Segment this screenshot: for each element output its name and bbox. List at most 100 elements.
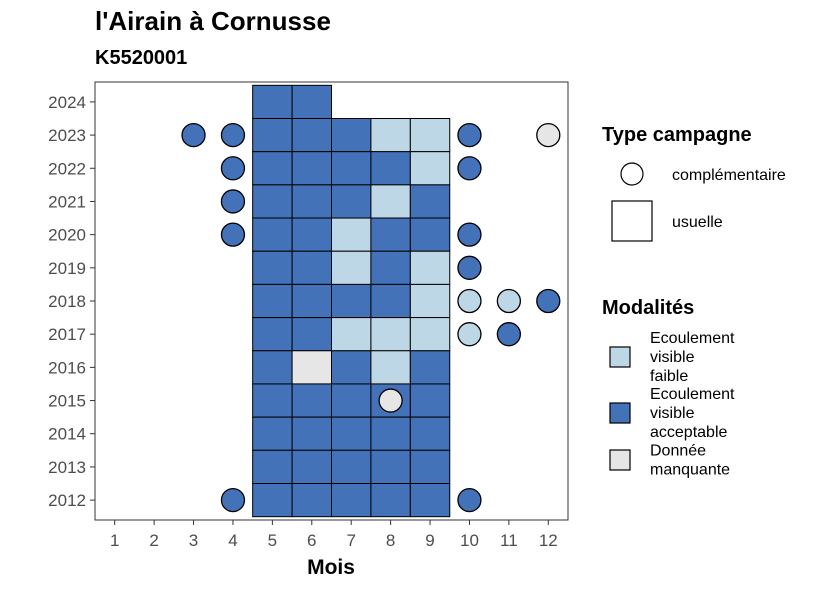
point-complementaire-2020-10 <box>457 222 482 247</box>
legend-modalites: Modalités EcoulementvisiblefaibleEcoulem… <box>602 297 735 479</box>
tile-usuelle-2012-6 <box>291 483 333 518</box>
legend-label-faible-1: visible <box>650 349 695 366</box>
point-complementaire-2022-4 <box>220 156 246 181</box>
legend-type-label-usuelle: usuelle <box>672 214 723 231</box>
legend-type-campagne: Type campagne complémentaire usuelle <box>602 124 786 242</box>
x-tick-label-4: 4 <box>228 531 237 550</box>
x-tick-label-3: 3 <box>189 531 198 550</box>
x-tick-label-6: 6 <box>307 531 316 550</box>
legend-key-faible <box>609 346 631 368</box>
x-tick-label-10: 10 <box>460 531 479 550</box>
y-tick-label-2019: 2019 <box>48 259 86 278</box>
tile-usuelle-2021-9 <box>409 184 451 219</box>
tile-usuelle-2023-6 <box>291 118 333 153</box>
tile-usuelle-2014-6 <box>291 416 333 451</box>
y-tick-label-2018: 2018 <box>48 292 86 311</box>
tile-usuelle-2017-7 <box>331 317 372 352</box>
chart-subtitle: K5520001 <box>95 47 187 69</box>
tile-usuelle-2023-7 <box>331 118 372 153</box>
tile-usuelle-2013-8 <box>370 449 411 484</box>
point-complementaire-2018-12 <box>536 288 561 314</box>
tile-usuelle-2013-7 <box>331 449 372 484</box>
tile-usuelle-2020-9 <box>409 217 451 252</box>
tile-usuelle-2022-7 <box>331 151 372 186</box>
tile-usuelle-2015-6 <box>291 383 333 418</box>
tile-usuelle-2016-8 <box>370 350 411 385</box>
point-complementaire-2023-3 <box>181 122 206 148</box>
point-complementaire-2021-4 <box>220 189 246 214</box>
point-complementaire-2018-11 <box>496 288 522 314</box>
y-tick-label-2022: 2022 <box>48 159 86 178</box>
point-complementaire-2023-4 <box>220 122 246 148</box>
tile-usuelle-2015-5 <box>252 383 293 418</box>
point-complementaire-2012-10 <box>457 487 482 513</box>
y-tick-label-2014: 2014 <box>48 425 86 444</box>
tile-usuelle-2020-6 <box>291 217 333 252</box>
x-tick-label-11: 11 <box>500 531 518 550</box>
tile-usuelle-2018-9 <box>409 283 451 319</box>
tile-usuelle-2013-6 <box>291 449 333 484</box>
point-complementaire-2022-10 <box>457 156 482 181</box>
plot-area <box>181 84 561 518</box>
tile-usuelle-2019-5 <box>252 250 293 285</box>
legend-label-acceptable-1: visible <box>650 405 695 422</box>
x-tick-label-5: 5 <box>268 531 277 550</box>
tile-usuelle-2015-7 <box>331 383 372 418</box>
tile-usuelle-2021-5 <box>252 184 293 219</box>
legend-circle-shape <box>620 162 644 186</box>
tile-usuelle-2014-5 <box>252 416 293 451</box>
tile-usuelle-2012-9 <box>409 483 451 518</box>
legend-label-manquante-0: Donnée <box>650 443 706 460</box>
tile-usuelle-2012-8 <box>370 483 411 518</box>
tile-usuelle-2022-9 <box>409 151 451 186</box>
legend-key-manquante <box>609 449 631 471</box>
legend-type-label-complementaire: complémentaire <box>672 167 786 184</box>
tile-usuelle-2024-5 <box>252 84 293 120</box>
tile-usuelle-2022-8 <box>370 151 411 186</box>
x-tick-label-9: 9 <box>425 531 434 550</box>
tile-usuelle-2021-7 <box>331 184 372 219</box>
y-tick-label-2023: 2023 <box>48 126 86 145</box>
tile-usuelle-2014-9 <box>409 416 451 451</box>
tile-usuelle-2021-6 <box>291 184 333 219</box>
tile-usuelle-2018-5 <box>252 283 293 319</box>
tile-usuelle-2020-8 <box>370 217 411 252</box>
point-complementaire-2015-8 <box>378 388 403 413</box>
tile-usuelle-2019-9 <box>409 250 451 285</box>
legend-type-title: Type campagne <box>602 124 752 146</box>
point-complementaire-2012-4 <box>220 487 246 513</box>
y-axis: 2012 2013 2014 2015 2016 2017 2018 2019 2020 2021… <box>48 93 95 510</box>
legend-key-acceptable <box>609 402 631 424</box>
tile-usuelle-2012-7 <box>331 483 372 518</box>
x-tick-label-12: 12 <box>539 531 558 550</box>
legend-mod-title: Modalités <box>602 297 694 319</box>
tile-usuelle-2017-9 <box>409 317 451 352</box>
tile-usuelle-2016-7 <box>331 350 372 385</box>
tile-usuelle-2017-5 <box>252 317 293 352</box>
y-tick-label-2017: 2017 <box>48 325 86 344</box>
tile-usuelle-2014-8 <box>370 416 411 451</box>
y-tick-label-2015: 2015 <box>48 392 86 411</box>
tile-usuelle-2017-6 <box>291 317 333 352</box>
tile-usuelle-2022-5 <box>252 151 293 186</box>
tile-usuelle-2018-6 <box>291 283 333 319</box>
tile-usuelle-2013-5 <box>252 449 293 484</box>
tile-usuelle-2012-5 <box>252 483 293 518</box>
tile-usuelle-2020-5 <box>252 217 293 252</box>
legend-label-acceptable-2: acceptable <box>650 424 727 441</box>
point-complementaire-2017-11 <box>496 322 522 347</box>
tile-usuelle-2023-9 <box>409 118 451 153</box>
tile-usuelle-2021-8 <box>370 184 411 219</box>
x-tick-label-1: 1 <box>110 531 119 550</box>
legend-label-manquante-1: manquante <box>650 462 730 479</box>
legend-square-shape <box>611 200 653 242</box>
tile-usuelle-2013-9 <box>409 449 451 484</box>
tile-usuelle-2018-8 <box>370 283 411 319</box>
tile-usuelle-2016-5 <box>252 350 293 385</box>
tile-usuelle-2019-6 <box>291 250 333 285</box>
y-tick-label-2021: 2021 <box>48 192 86 211</box>
tile-usuelle-2019-8 <box>370 250 411 285</box>
point-complementaire-2023-12 <box>536 122 561 148</box>
tile-usuelle-2024-6 <box>291 84 333 120</box>
